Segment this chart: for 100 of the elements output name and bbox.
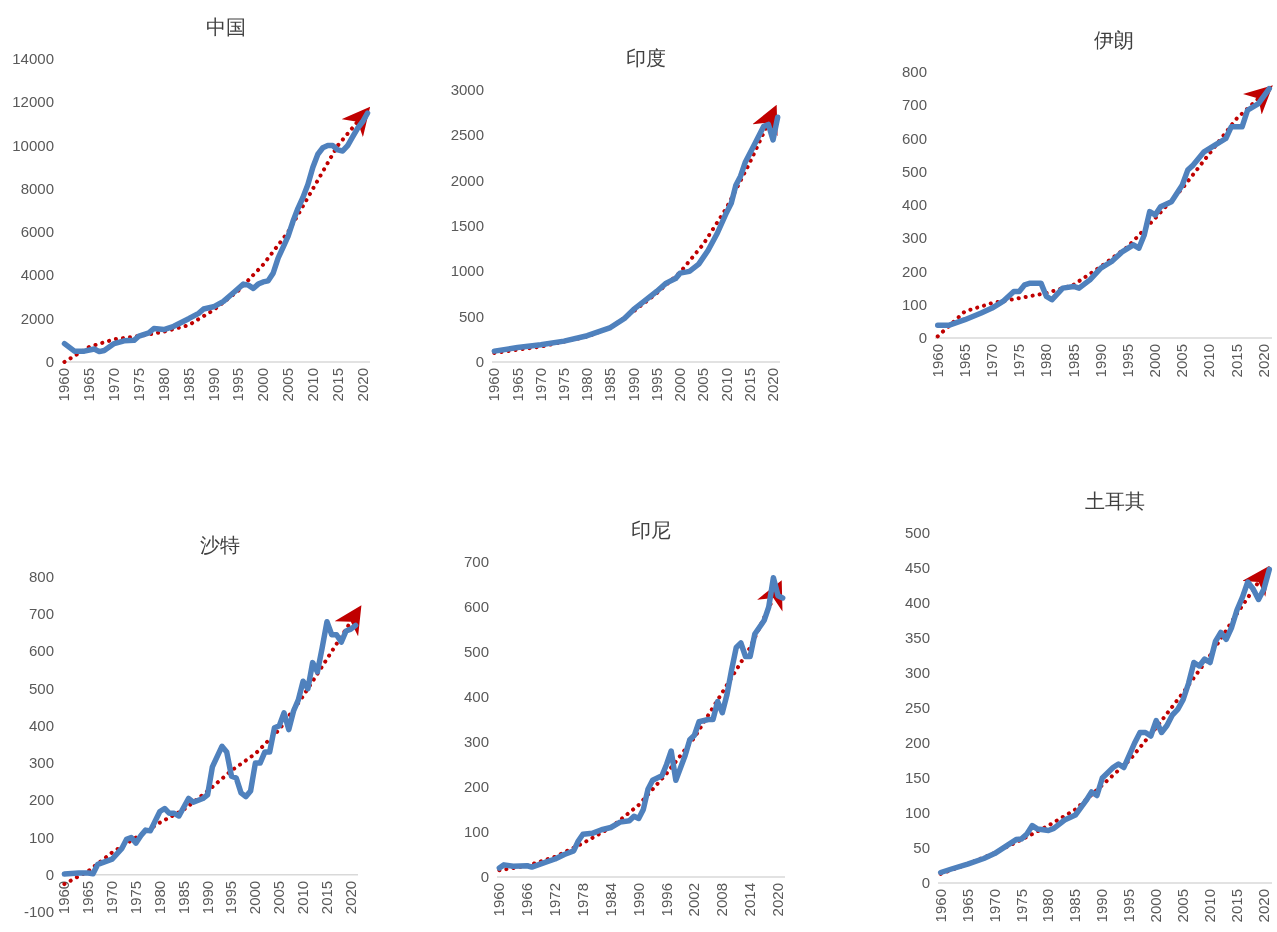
x-tick-label: 1990 [198, 880, 216, 915]
x-tick-label: 1980 [150, 880, 168, 915]
chart-title: 印度 [626, 47, 666, 69]
x-tick-label: 2020 [764, 368, 782, 402]
x-tick-label: 2010 [1200, 344, 1218, 378]
x-tick-label: 2000 [671, 368, 689, 402]
y-tick-label: 200 [28, 791, 54, 809]
y-tick-label: 450 [904, 559, 930, 576]
x-tick-label: 2010 [294, 880, 312, 915]
y-tick-label: 12000 [12, 93, 54, 111]
x-tick-label: 1965 [80, 368, 98, 402]
chart-title: 印尼 [631, 519, 671, 541]
y-tick-label: 700 [463, 553, 489, 570]
x-tick-label: 2010 [717, 368, 735, 402]
x-tick-label: 1978 [573, 883, 591, 917]
x-tick-label: 1970 [103, 880, 121, 915]
x-tick-label: 1960 [485, 368, 503, 402]
y-tick-label: 200 [901, 262, 927, 280]
x-tick-label: 1990 [204, 368, 222, 402]
x-tick-label: 1960 [55, 880, 73, 915]
chart-title: 沙特 [200, 534, 240, 556]
x-tick-label: 2015 [328, 368, 346, 402]
y-tick-label: 500 [463, 643, 489, 660]
x-tick-label: 1975 [1012, 889, 1030, 923]
x-tick-label: 2002 [685, 883, 703, 917]
x-tick-label: 2010 [303, 368, 321, 402]
x-tick-label: 1984 [601, 883, 619, 917]
y-tick-label: 800 [28, 568, 54, 585]
x-tick-label: 1996 [657, 883, 675, 917]
y-tick-label: 50 [913, 839, 930, 856]
y-tick-label: 600 [901, 129, 927, 147]
y-tick-label: 400 [901, 196, 927, 213]
y-tick-label: 0 [918, 329, 927, 346]
x-tick-label: 1995 [647, 368, 665, 402]
y-tick-label: 250 [904, 699, 930, 716]
x-tick-label: 1965 [79, 880, 97, 915]
y-tick-label: 0 [45, 353, 54, 370]
x-tick-label: 1970 [105, 368, 123, 402]
y-tick-label: 100 [463, 823, 489, 840]
x-tick-label: 2005 [1174, 889, 1192, 923]
y-tick-label: 8000 [20, 179, 54, 197]
x-tick-label: 1980 [154, 368, 172, 402]
x-tick-label: 2015 [740, 368, 758, 402]
y-tick-label: 2000 [20, 309, 54, 327]
x-tick-label: 2015 [1227, 889, 1245, 923]
x-tick-label: 1965 [955, 344, 973, 378]
y-tick-label: 100 [901, 295, 927, 313]
y-tick-label: 14000 [12, 50, 54, 67]
y-tick-label: 100 [28, 828, 54, 846]
y-tick-label: 2500 [450, 126, 484, 144]
y-tick-label: 4000 [20, 266, 54, 284]
x-tick-label: 1980 [1037, 344, 1055, 378]
x-tick-label: 1975 [130, 368, 147, 402]
x-tick-label: 1990 [624, 368, 642, 402]
x-tick-label: 1995 [222, 880, 240, 915]
y-tick-label: 1500 [450, 217, 484, 234]
y-tick-label: 2000 [450, 171, 484, 189]
x-tick-label: 2005 [270, 880, 288, 915]
y-tick-label: -100 [23, 903, 54, 920]
y-tick-label: 0 [45, 865, 54, 883]
y-tick-label: 0 [480, 868, 489, 885]
x-tick-label: 1990 [1091, 344, 1109, 378]
x-tick-label: 1960 [490, 883, 508, 917]
x-tick-label: 2000 [1147, 889, 1165, 923]
x-tick-label: 2010 [1201, 889, 1219, 923]
x-tick-label: 1970 [531, 368, 549, 402]
x-tick-label: 1995 [1118, 344, 1136, 378]
x-tick-label: 1960 [928, 344, 946, 378]
y-tick-label: 800 [901, 63, 927, 80]
x-tick-label: 2000 [246, 880, 264, 915]
x-tick-label: 1972 [546, 883, 564, 917]
y-tick-label: 500 [904, 524, 930, 541]
y-tick-label: 600 [463, 598, 489, 615]
chart-title: 土耳其 [1085, 490, 1145, 512]
x-tick-label: 2008 [713, 883, 731, 917]
y-tick-label: 700 [901, 96, 927, 114]
x-tick-label: 2020 [1254, 344, 1272, 378]
x-tick-label: 1985 [601, 368, 619, 402]
x-tick-label: 1960 [55, 368, 73, 402]
y-tick-label: 500 [28, 679, 54, 697]
x-tick-label: 1990 [629, 883, 647, 917]
y-tick-label: 0 [475, 353, 484, 370]
y-tick-label: 200 [463, 778, 489, 795]
y-tick-label: 1000 [450, 262, 484, 280]
y-tick-label: 3000 [450, 81, 484, 98]
x-tick-label: 1970 [983, 344, 1001, 378]
x-tick-label: 2020 [341, 880, 359, 915]
x-tick-label: 1995 [229, 368, 247, 402]
y-tick-label: 300 [28, 754, 54, 772]
x-tick-label: 2020 [1254, 889, 1272, 923]
x-tick-label: 2014 [741, 883, 759, 917]
y-tick-label: 600 [28, 642, 54, 660]
x-tick-label: 2015 [317, 880, 335, 915]
x-tick-label: 1995 [1120, 889, 1138, 923]
y-tick-label: 700 [28, 605, 54, 623]
x-tick-label: 1980 [578, 368, 596, 402]
x-tick-label: 1960 [931, 889, 949, 923]
x-tick-label: 1966 [518, 883, 536, 917]
x-tick-label: 2005 [279, 368, 297, 402]
y-tick-label: 400 [463, 688, 489, 705]
